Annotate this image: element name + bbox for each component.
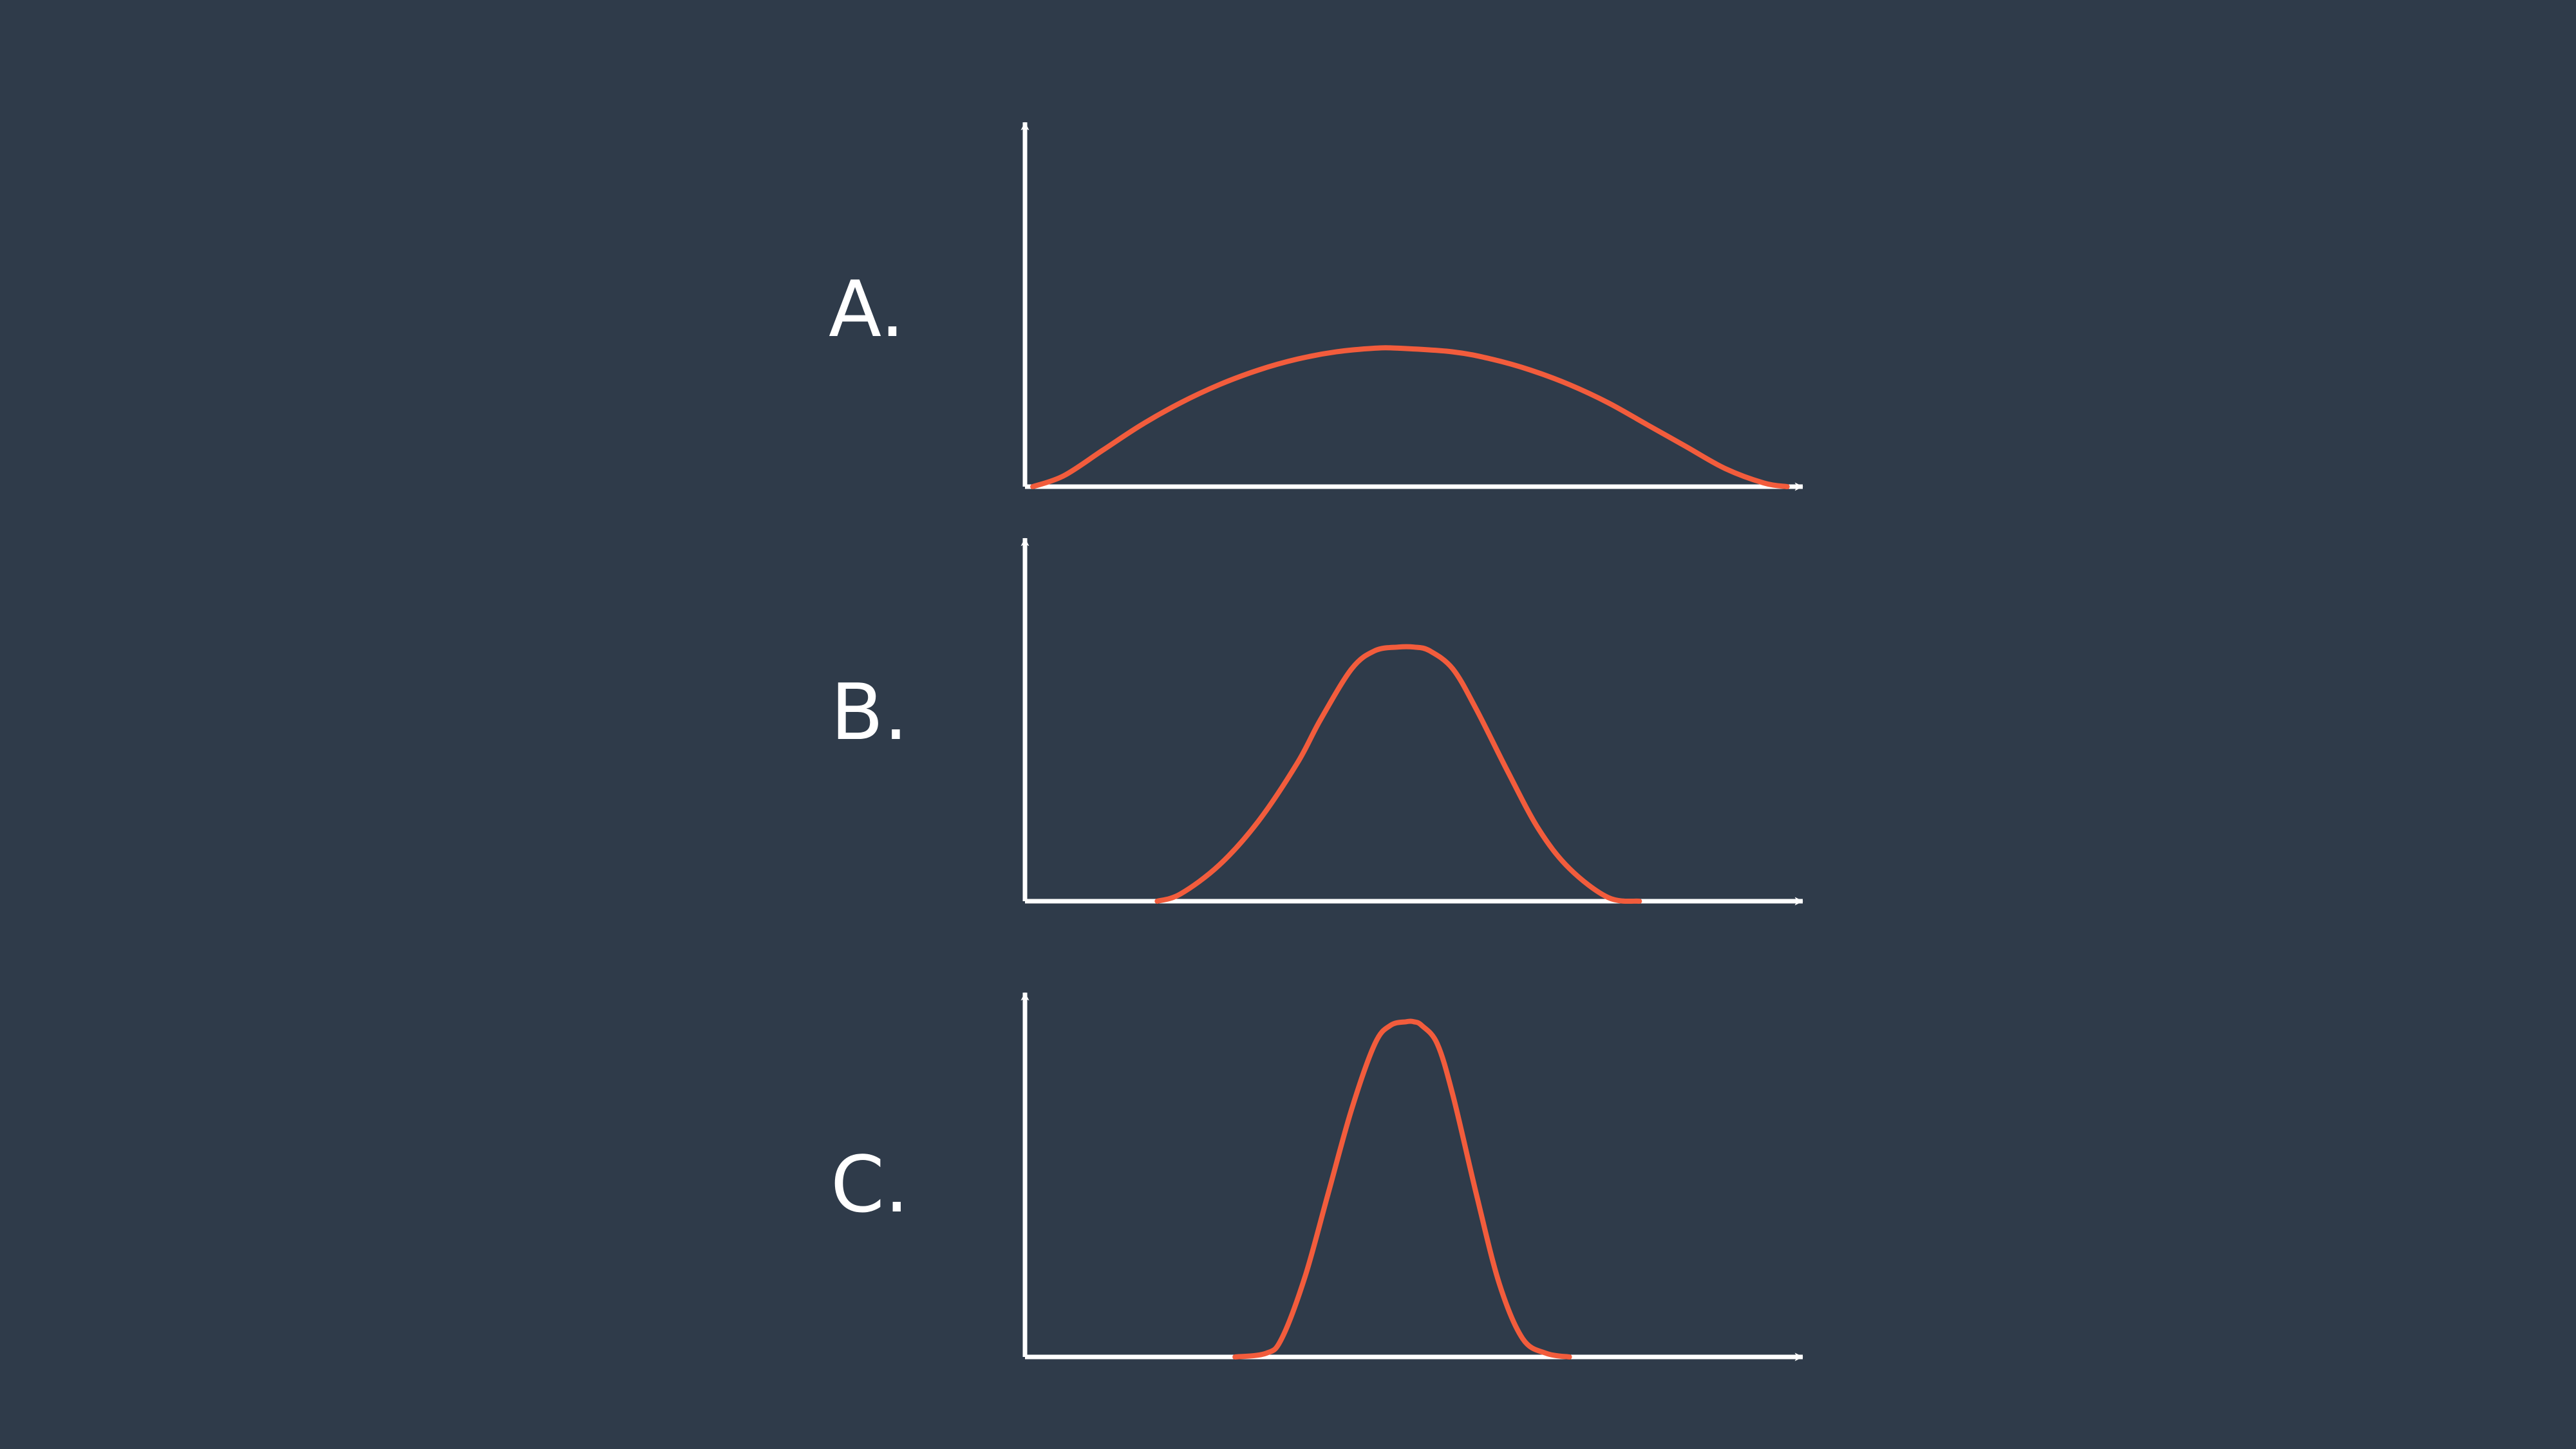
panel-label-a: A.: [829, 265, 905, 355]
curve-a: [1030, 345, 1790, 489]
axes-c: [1020, 992, 1803, 1361]
axes-b: [1020, 538, 1803, 906]
axes-a: [1020, 122, 1803, 491]
series-line-c: [1232, 1018, 1572, 1360]
curve-c: [1232, 1018, 1572, 1360]
chart-panel-a: A.: [829, 122, 1803, 491]
series-line-a: [1030, 345, 1790, 489]
curve-b: [1154, 644, 1642, 904]
chart-panel-b: B.: [831, 538, 1803, 906]
panel-label-b: B.: [831, 668, 908, 758]
panel-label-c: C.: [831, 1141, 909, 1230]
series-line-b: [1154, 644, 1642, 904]
chart-panel-c: C.: [831, 992, 1803, 1361]
